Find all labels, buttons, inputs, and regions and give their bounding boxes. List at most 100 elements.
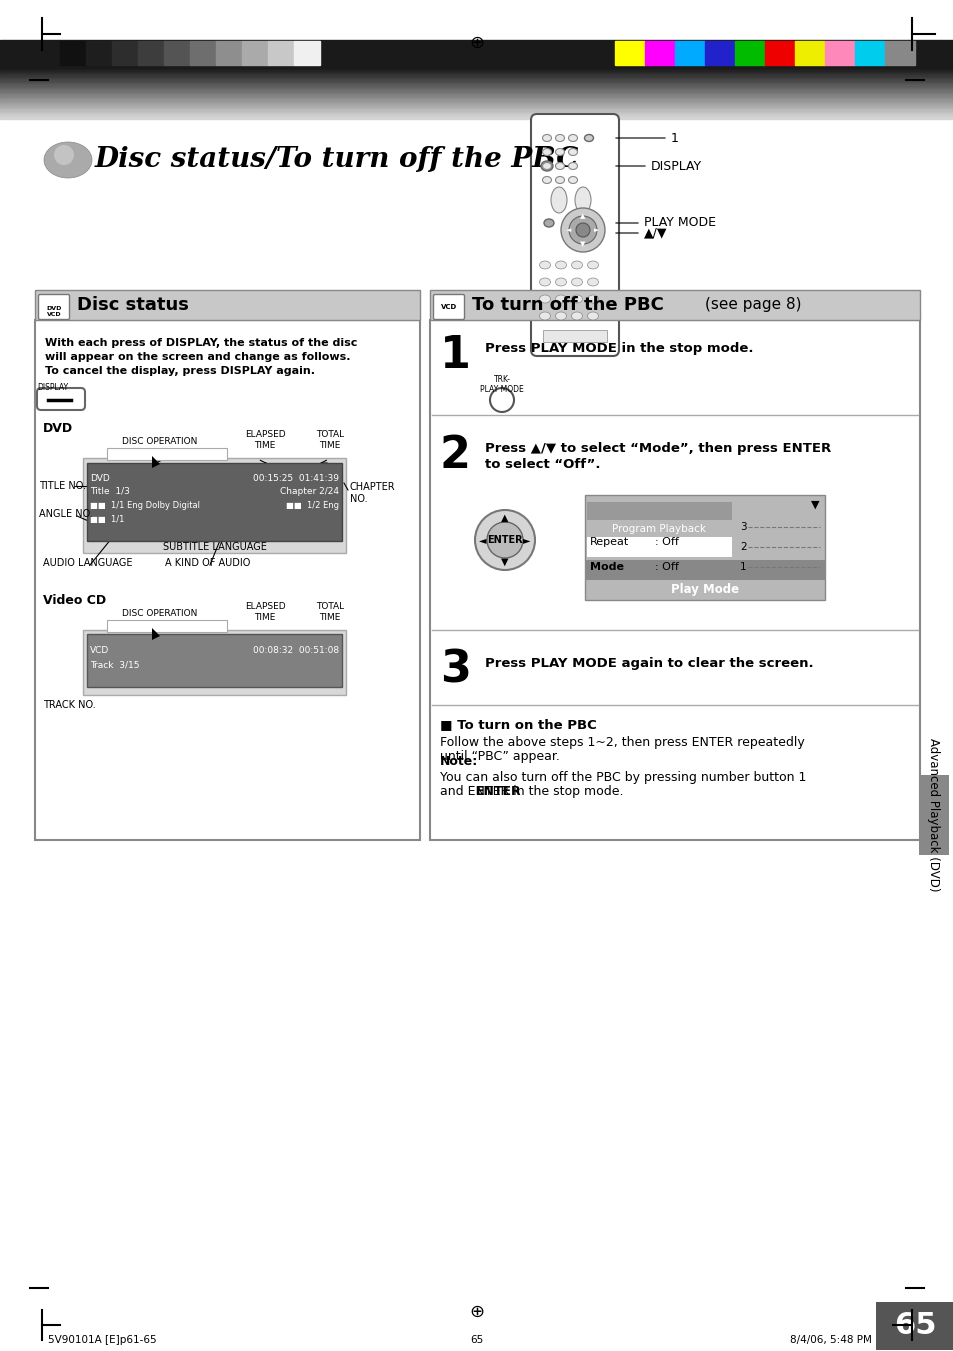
Text: ▲/▼: ▲/▼ xyxy=(643,227,667,239)
Bar xyxy=(138,41,164,65)
Text: until “PBC” appear.: until “PBC” appear. xyxy=(439,750,559,763)
Ellipse shape xyxy=(543,219,554,227)
Text: ENTER: ENTER xyxy=(656,308,697,322)
Bar xyxy=(0,104,953,107)
Text: ▲: ▲ xyxy=(579,213,585,219)
Bar xyxy=(584,494,824,600)
Ellipse shape xyxy=(44,142,91,178)
Ellipse shape xyxy=(551,186,566,213)
Ellipse shape xyxy=(542,149,551,155)
Bar xyxy=(107,449,227,459)
Bar xyxy=(0,70,953,73)
Text: TITLE NO.: TITLE NO. xyxy=(39,481,86,490)
Text: VCD: VCD xyxy=(47,312,61,317)
Text: Note:: Note: xyxy=(439,755,477,767)
Text: 00:15:25  01:41:39: 00:15:25 01:41:39 xyxy=(253,474,338,484)
Text: Press PLAY MODE in the stop mode.: Press PLAY MODE in the stop mode. xyxy=(484,342,753,355)
Text: Advanced Playback (DVD): Advanced Playback (DVD) xyxy=(926,738,940,892)
Ellipse shape xyxy=(555,278,566,286)
Bar xyxy=(0,100,953,103)
Ellipse shape xyxy=(555,261,566,269)
Text: ►: ► xyxy=(522,535,530,544)
Text: ■ To turn on the PBC: ■ To turn on the PBC xyxy=(439,717,597,731)
Bar xyxy=(0,112,953,113)
Ellipse shape xyxy=(571,278,582,286)
Text: will appear on the screen and change as follows.: will appear on the screen and change as … xyxy=(45,353,350,362)
Text: 2: 2 xyxy=(439,434,471,477)
Circle shape xyxy=(576,223,589,236)
Ellipse shape xyxy=(571,312,582,320)
Text: ⊕: ⊕ xyxy=(469,34,484,51)
Ellipse shape xyxy=(587,261,598,269)
Bar xyxy=(0,112,953,115)
Ellipse shape xyxy=(539,312,550,320)
Text: ELAPSED
TIME: ELAPSED TIME xyxy=(244,603,285,621)
Text: ▼: ▼ xyxy=(579,240,585,247)
Bar xyxy=(0,77,953,78)
Bar xyxy=(0,99,953,101)
Text: 65: 65 xyxy=(470,1335,483,1346)
Text: Video CD: Video CD xyxy=(43,593,106,607)
Bar xyxy=(0,96,953,97)
Bar xyxy=(164,41,190,65)
Bar xyxy=(0,95,953,96)
Text: and ENTER in the stop mode.: and ENTER in the stop mode. xyxy=(439,785,623,798)
Text: TRACK NO.: TRACK NO. xyxy=(43,700,95,711)
Text: TOTAL
TIME: TOTAL TIME xyxy=(315,431,344,450)
Bar xyxy=(0,41,953,68)
Text: AUDIO LANGUAGE: AUDIO LANGUAGE xyxy=(43,558,132,567)
Bar xyxy=(87,463,341,540)
FancyBboxPatch shape xyxy=(35,320,419,840)
Ellipse shape xyxy=(555,135,564,142)
Ellipse shape xyxy=(587,278,598,286)
Text: DISPLAY: DISPLAY xyxy=(37,384,69,393)
Text: DVD: DVD xyxy=(90,474,110,484)
Bar xyxy=(644,41,675,65)
Text: ►: ► xyxy=(594,227,599,232)
Bar xyxy=(0,85,953,88)
Text: VCD: VCD xyxy=(440,304,456,309)
Ellipse shape xyxy=(571,295,582,303)
Text: ENTER: ENTER xyxy=(487,535,522,544)
Bar xyxy=(0,111,953,112)
Text: DISC OPERATION: DISC OPERATION xyxy=(122,438,197,446)
Text: ◄: ◄ xyxy=(478,535,486,544)
Bar xyxy=(112,41,138,65)
Bar xyxy=(0,105,953,108)
Text: TRK-
PLAY MODE: TRK- PLAY MODE xyxy=(479,376,523,394)
Bar xyxy=(107,620,227,632)
Ellipse shape xyxy=(542,162,551,169)
Bar xyxy=(0,69,953,72)
FancyBboxPatch shape xyxy=(433,295,464,319)
Ellipse shape xyxy=(587,312,598,320)
Text: Follow the above steps 1~2, then press ENTER repeatedly: Follow the above steps 1~2, then press E… xyxy=(439,736,804,748)
Circle shape xyxy=(490,388,514,412)
Ellipse shape xyxy=(575,186,590,213)
Bar xyxy=(0,103,953,105)
Text: With each press of DISPLAY, the status of the disc: With each press of DISPLAY, the status o… xyxy=(45,338,357,349)
Text: Press ▲/▼ to select “Mode”, then press ENTER: Press ▲/▼ to select “Mode”, then press E… xyxy=(484,442,830,455)
Bar xyxy=(83,458,346,553)
Ellipse shape xyxy=(568,177,577,184)
Bar xyxy=(615,41,644,65)
Text: to select “Off”.: to select “Off”. xyxy=(484,458,599,471)
Bar xyxy=(584,561,824,580)
FancyBboxPatch shape xyxy=(38,295,70,319)
Ellipse shape xyxy=(584,135,593,142)
Text: ■■  1/2 Eng: ■■ 1/2 Eng xyxy=(286,501,338,509)
Bar xyxy=(0,89,953,92)
Text: : Off: : Off xyxy=(655,536,679,547)
Text: DISPLAY: DISPLAY xyxy=(650,159,701,173)
Bar xyxy=(0,113,953,116)
Bar xyxy=(0,73,953,76)
Text: Mode: Mode xyxy=(589,562,623,571)
Circle shape xyxy=(486,521,522,558)
Bar xyxy=(734,41,764,65)
Bar xyxy=(0,92,953,93)
Ellipse shape xyxy=(539,261,550,269)
Text: VCD: VCD xyxy=(90,646,110,655)
Text: PLAY MODE: PLAY MODE xyxy=(643,216,716,230)
Bar xyxy=(0,91,953,92)
Text: (see page 8): (see page 8) xyxy=(704,297,801,312)
Bar xyxy=(0,101,953,104)
